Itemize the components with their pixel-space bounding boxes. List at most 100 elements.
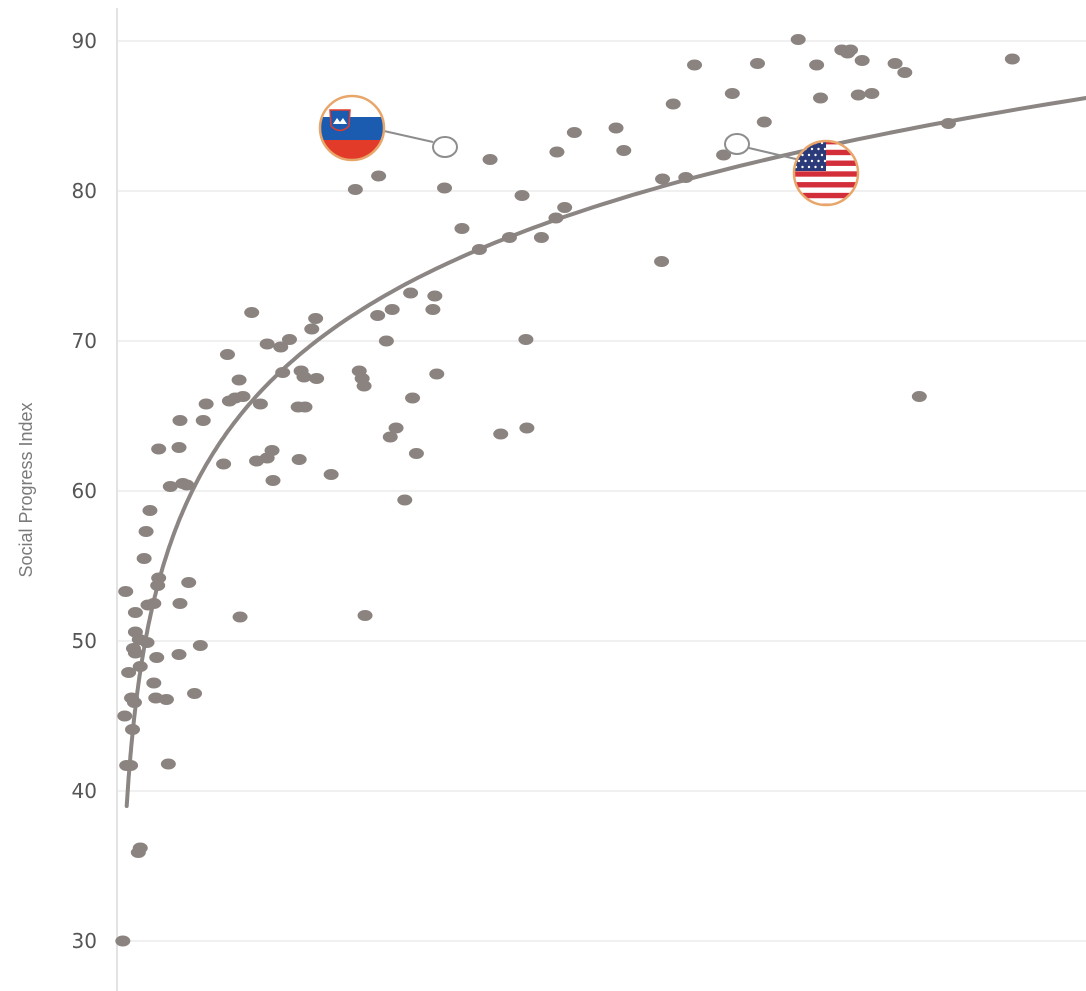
usa-marker[interactable] xyxy=(724,133,750,155)
data-point xyxy=(378,335,394,347)
data-point xyxy=(195,415,211,426)
data-point xyxy=(139,637,155,648)
data-point xyxy=(297,401,313,413)
data-point xyxy=(405,392,421,404)
data-point xyxy=(231,374,247,386)
data-point xyxy=(809,59,825,71)
usa-flag-stripe xyxy=(794,171,858,177)
data-point xyxy=(124,692,140,704)
data-point xyxy=(429,368,445,380)
data-point xyxy=(151,572,167,584)
data-point xyxy=(887,58,903,69)
slovenia-marker[interactable] xyxy=(432,136,458,158)
data-point xyxy=(454,223,470,234)
data-point xyxy=(125,724,141,735)
data-point xyxy=(864,88,880,99)
usa-flag-star xyxy=(820,153,824,157)
y-tick-labels: 30 40 50 60 70 80 90 xyxy=(72,29,97,953)
data-point xyxy=(181,577,197,588)
data-point xyxy=(216,458,232,470)
data-point xyxy=(172,598,188,609)
data-point xyxy=(219,349,235,360)
data-point xyxy=(471,244,487,255)
slovenia-annotation[interactable] xyxy=(318,94,458,164)
data-point xyxy=(309,373,325,384)
data-point xyxy=(132,661,148,672)
data-point xyxy=(273,341,289,353)
data-point xyxy=(160,758,176,770)
data-point xyxy=(557,202,573,213)
data-point xyxy=(616,145,632,156)
data-point xyxy=(519,422,535,434)
gridlines xyxy=(117,40,1086,942)
data-point xyxy=(370,310,386,321)
usa-annotation[interactable] xyxy=(724,133,862,209)
data-point xyxy=(371,170,387,182)
data-point xyxy=(356,380,372,392)
usa-flag-star xyxy=(814,165,817,169)
data-point xyxy=(304,323,320,335)
data-point xyxy=(548,212,564,224)
data-point xyxy=(123,760,139,771)
data-point xyxy=(265,475,281,486)
data-point xyxy=(146,598,162,609)
data-point xyxy=(549,146,565,158)
usa-flag-star xyxy=(797,159,801,163)
usa-flag-star xyxy=(807,141,811,145)
data-point xyxy=(281,334,297,345)
data-point xyxy=(897,67,913,78)
data-point xyxy=(408,448,424,459)
data-point xyxy=(655,173,671,185)
data-point xyxy=(179,479,195,491)
data-point xyxy=(911,391,927,402)
data-point xyxy=(403,287,419,299)
usa-flag-ring xyxy=(792,139,860,207)
usa-flag-icon xyxy=(794,141,858,205)
data-point xyxy=(235,391,251,402)
y-axis-label: Social Progress Index xyxy=(16,402,36,577)
usa-flag-star xyxy=(817,159,820,163)
data-point xyxy=(790,34,806,45)
data-point xyxy=(482,154,498,165)
data-point xyxy=(756,116,772,128)
data-point xyxy=(850,89,866,101)
data-point xyxy=(501,232,517,243)
data-point xyxy=(264,445,280,456)
data-point xyxy=(687,59,703,71)
y-tick-label: 80 xyxy=(72,179,97,203)
data-point xyxy=(308,313,324,324)
data-point xyxy=(162,481,178,492)
usa-flag-star xyxy=(810,159,814,163)
usa-flag-star xyxy=(807,153,811,157)
y-tick-label: 50 xyxy=(72,629,97,653)
slovenia-leader-line xyxy=(383,130,434,143)
data-point xyxy=(121,667,137,678)
data-points xyxy=(115,34,1020,947)
data-point xyxy=(1004,53,1020,65)
data-point xyxy=(843,44,859,56)
usa-flag-star xyxy=(804,159,807,163)
data-point xyxy=(347,184,363,195)
data-point xyxy=(323,469,339,480)
data-point xyxy=(665,98,681,110)
y-tick-label: 30 xyxy=(72,929,97,953)
data-point xyxy=(138,526,154,537)
data-point xyxy=(397,494,413,506)
data-point xyxy=(275,367,291,378)
data-point xyxy=(136,553,152,564)
usa-flag-star xyxy=(801,153,804,157)
y-tick-label: 60 xyxy=(72,479,97,503)
usa-flag-star xyxy=(801,165,804,169)
data-point xyxy=(678,172,694,183)
data-point xyxy=(716,149,732,161)
data-point xyxy=(171,442,187,453)
data-point xyxy=(384,304,400,315)
data-point xyxy=(654,256,670,267)
data-point xyxy=(724,88,740,99)
slovenia-flag-ring xyxy=(318,94,386,162)
data-point xyxy=(437,182,453,194)
data-point xyxy=(151,443,167,455)
data-point xyxy=(187,688,203,699)
usa-flag-star xyxy=(807,165,811,169)
